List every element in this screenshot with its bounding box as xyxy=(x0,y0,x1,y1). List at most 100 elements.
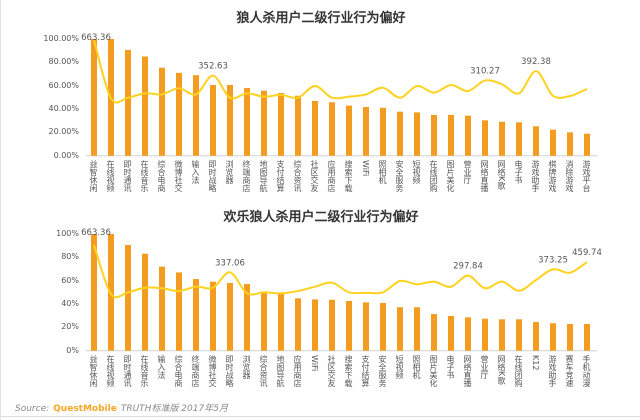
source-brand: QuestMobile xyxy=(53,404,117,414)
index-line xyxy=(93,39,588,104)
bar xyxy=(346,300,352,351)
y-tick-label: 20% xyxy=(61,322,79,332)
x-tick-label: 综合电商 xyxy=(174,355,183,387)
bar xyxy=(363,107,369,156)
bar xyxy=(550,129,556,156)
bar xyxy=(465,115,471,156)
x-tick-label: 应用商店 xyxy=(293,355,302,387)
bar xyxy=(210,84,216,156)
bar xyxy=(244,88,250,156)
bar xyxy=(91,234,97,351)
data-label: 459.74 xyxy=(572,248,602,258)
x-tick-label: 益智休闲 xyxy=(89,355,98,387)
chart-2-title: 欢乐狼人杀用户二级行业行为偏好 xyxy=(223,210,419,225)
chart-1-title: 狼人杀用户二级行业行为偏好 xyxy=(236,11,406,26)
x-tick-label: WiFi xyxy=(310,355,319,372)
x-tick-label: 图片美化 xyxy=(429,355,438,387)
bar xyxy=(482,120,488,156)
bar xyxy=(465,317,471,351)
bar xyxy=(516,319,522,351)
x-tick-label: 综合资讯 xyxy=(259,355,268,387)
bar xyxy=(363,302,369,351)
bar xyxy=(176,272,182,351)
x-tick-label: 照相机 xyxy=(378,160,387,184)
bar xyxy=(329,102,335,156)
y-tick-label: 80.00% xyxy=(48,57,79,67)
bar xyxy=(125,244,131,351)
bar xyxy=(482,318,488,351)
x-tick-label: 电子书 xyxy=(514,160,523,184)
bar xyxy=(448,316,454,351)
bar xyxy=(227,283,233,351)
bar xyxy=(312,100,318,156)
y-tick-label: 40% xyxy=(61,299,79,309)
x-tick-label: 地图导航 xyxy=(259,160,268,192)
bar xyxy=(431,314,437,351)
bar xyxy=(397,111,403,156)
x-tick-label: 短视频 xyxy=(412,160,421,184)
x-tick-label: 即时战略 xyxy=(225,355,234,387)
x-tick-label: 即时战略 xyxy=(208,160,217,192)
x-tick-label: 电子书 xyxy=(446,355,455,379)
x-tick-label: 网络直播 xyxy=(480,160,489,192)
bar xyxy=(567,323,573,351)
x-tick-label: 网络K歌 xyxy=(497,355,506,385)
bar xyxy=(499,319,505,351)
bar xyxy=(567,132,573,156)
bar xyxy=(550,323,556,351)
data-label: 663.36 xyxy=(81,33,111,43)
x-tick-label: 搜索下载 xyxy=(344,355,353,387)
x-tick-label: 综合电商 xyxy=(157,160,166,192)
x-tick-label: 照相机 xyxy=(412,355,421,379)
x-tick-label: WiFi xyxy=(361,160,370,177)
x-tick-label: 游戏平台 xyxy=(582,160,591,192)
bar xyxy=(329,299,335,351)
x-tick-label: 手机动漫 xyxy=(582,355,591,387)
bar xyxy=(431,114,437,156)
source-note: Source: QuestMobile TRUTH标准版 2017年5月 xyxy=(15,401,228,414)
bar xyxy=(584,133,590,156)
bar xyxy=(414,307,420,351)
x-tick-label: 游戏助手 xyxy=(531,160,540,192)
x-tick-label: 消除游戏 xyxy=(565,160,574,192)
data-label: 310.27 xyxy=(470,67,500,77)
data-label: 352.63 xyxy=(198,62,228,72)
bar xyxy=(397,307,403,351)
x-tick-label: 地图导航 xyxy=(276,355,285,387)
bar xyxy=(210,281,216,351)
source-text: TRUTH标准版 2017年5月 xyxy=(120,404,228,414)
x-tick-label: 输入法 xyxy=(191,160,200,184)
y-tick-label: 0.00% xyxy=(53,150,79,160)
x-tick-label: 棋牌游戏 xyxy=(548,160,557,192)
bar xyxy=(380,107,386,156)
x-tick-label: 搜索下载 xyxy=(344,160,353,192)
y-tick-label: 100.00% xyxy=(43,34,79,43)
bar xyxy=(346,105,352,156)
x-tick-label: 终端商店 xyxy=(191,355,200,387)
x-tick-label: 应用商店 xyxy=(327,160,336,192)
bar xyxy=(516,122,522,156)
x-tick-label: 社区交友 xyxy=(327,355,336,387)
y-tick-label: 0% xyxy=(66,345,79,355)
y-tick-label: 60.00% xyxy=(48,80,79,90)
bar xyxy=(159,67,165,156)
x-tick-label: 即时通讯 xyxy=(123,355,132,387)
x-tick-label: 图片美化 xyxy=(446,160,455,192)
x-tick-label: 终端商店 xyxy=(242,160,251,192)
x-tick-label: 短视频 xyxy=(395,355,404,379)
x-tick-label: 浏览器 xyxy=(225,160,234,184)
bar xyxy=(278,93,284,156)
x-tick-label: 社区交友 xyxy=(310,160,319,192)
bar xyxy=(380,302,386,351)
bar xyxy=(227,84,233,156)
bar xyxy=(295,298,301,351)
y-tick-label: 100% xyxy=(56,229,79,238)
bar xyxy=(244,284,250,351)
bar xyxy=(142,253,148,351)
x-tick-label: 支付结算 xyxy=(361,355,370,387)
bar xyxy=(91,39,97,156)
x-tick-label: 赛车竞速 xyxy=(565,355,574,387)
bar xyxy=(125,49,131,156)
bar xyxy=(159,266,165,351)
